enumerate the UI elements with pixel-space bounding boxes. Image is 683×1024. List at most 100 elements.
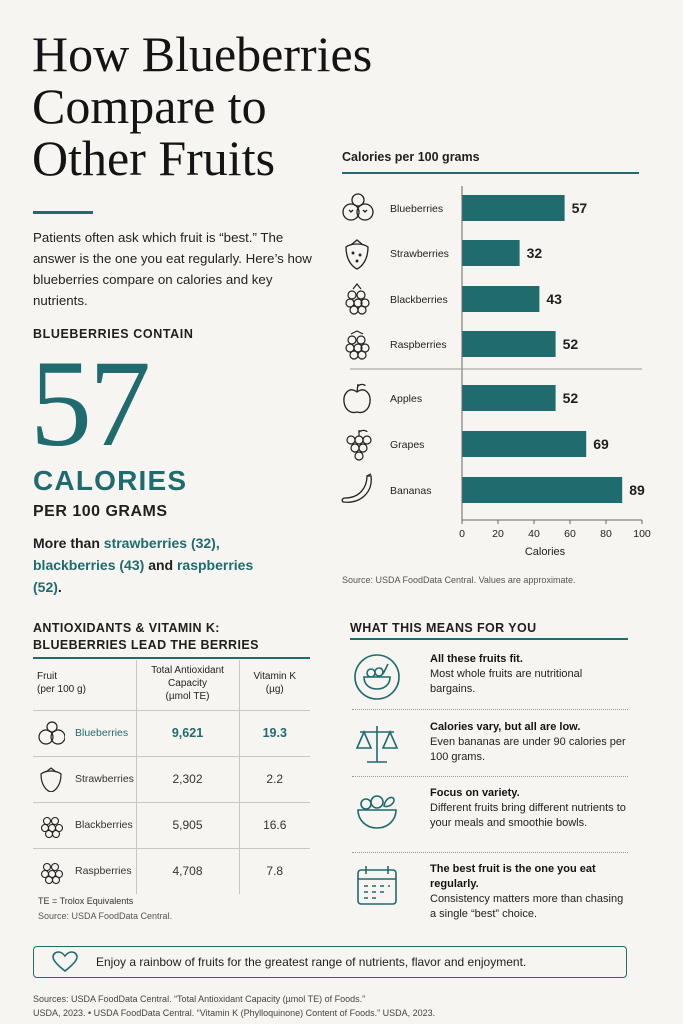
header-tac-line1: Total Antioxidant bbox=[151, 665, 224, 676]
strawberry-icon bbox=[345, 239, 369, 270]
blueberry-icon bbox=[342, 193, 374, 221]
chart-title-rule bbox=[342, 172, 639, 174]
comparison-strawberries: strawberries (32), bbox=[103, 535, 220, 551]
chart-source: Source: USDA FoodData Central. Values ar… bbox=[342, 575, 576, 585]
footer-line2: USDA, 2023. • USDA FoodData Central. “Vi… bbox=[33, 1008, 436, 1018]
header-fruit-line2: (per 100 g) bbox=[37, 684, 86, 695]
item-divider bbox=[352, 709, 628, 710]
hero-label: BLUEBERRIES CONTAIN bbox=[33, 327, 194, 341]
header-vk-line1: Vitamin K bbox=[253, 671, 297, 682]
fruit-cell: Raspberries bbox=[33, 848, 136, 894]
item-body: Different fruits bring different nutrien… bbox=[430, 802, 626, 829]
vitamin-k-value: 19.3 bbox=[239, 710, 310, 757]
calendar-icon bbox=[357, 866, 397, 905]
table-source: Source: USDA FoodData Central. bbox=[38, 911, 173, 921]
antioxidant-value: 5,905 bbox=[135, 802, 240, 849]
antioxidant-value: 4,708 bbox=[135, 848, 240, 894]
item-body: Consistency matters more than chasing a … bbox=[430, 893, 624, 920]
antioxidant-table: Fruit (per 100 g) Total Antioxidant Capa… bbox=[33, 660, 310, 894]
bottom-banner: Enjoy a rainbow of fruits for the greate… bbox=[33, 946, 627, 978]
category-labels: Blueberries Strawberries Blackberries Raspb… bbox=[390, 203, 449, 497]
intro-text: Patients often ask which fruit is “best.… bbox=[33, 230, 312, 308]
x-axis-label: Calories bbox=[525, 546, 566, 558]
hero-number: 57 bbox=[30, 335, 151, 472]
category-label: Bananas bbox=[390, 485, 431, 497]
category-label: Strawberries bbox=[390, 248, 449, 260]
what-means-item: Focus on variety. Different fruits bring … bbox=[352, 786, 628, 841]
bar-grapes bbox=[462, 431, 587, 457]
fruit-cell: Blackberries bbox=[33, 802, 136, 849]
fruit-name: Blackberries bbox=[75, 819, 133, 831]
apple-icon bbox=[343, 383, 371, 414]
comparison-prefix: More than bbox=[33, 535, 100, 551]
item-divider bbox=[352, 852, 628, 853]
footer-sources: Sources: USDA FoodData Central. “Total A… bbox=[33, 992, 663, 1020]
header-fruit-line1: Fruit bbox=[37, 671, 57, 682]
header-vitamin-k: Vitamin K (µg) bbox=[239, 660, 310, 711]
title-line: Compare to bbox=[32, 78, 267, 134]
header-tac-line2: Capacity bbox=[168, 678, 207, 689]
blackberry-icon bbox=[345, 283, 370, 315]
bar-bananas bbox=[462, 477, 623, 503]
category-label: Grapes bbox=[390, 439, 424, 451]
blackberry-icon bbox=[40, 816, 64, 838]
antioxidants-title-line2: BLUEBERRIES LEAD THE BERRIES bbox=[33, 638, 259, 652]
value-labels: 57 32 43 52 52 69 89 bbox=[527, 200, 645, 498]
item-heading: All these fruits fit. bbox=[430, 653, 523, 665]
what-means-item: Calories vary, but all are low. Even bana… bbox=[352, 720, 628, 775]
header-tac-line3: (µmol TE) bbox=[165, 691, 210, 702]
value-label: 52 bbox=[563, 390, 579, 406]
item-body: Even bananas are under 90 calories per 1… bbox=[430, 736, 626, 763]
fruit-name: Raspberries bbox=[75, 865, 132, 878]
hero-per: PER 100 GRAMS bbox=[33, 503, 168, 520]
x-tick-label: 40 bbox=[528, 528, 540, 540]
x-tick-label: 0 bbox=[459, 528, 465, 540]
title-line: How Blueberries bbox=[32, 26, 373, 82]
calories-bar-chart: Blueberries Strawberries Blackberries Raspb… bbox=[341, 186, 651, 558]
bars-group bbox=[462, 195, 623, 503]
table-header-row: Fruit (per 100 g) Total Antioxidant Capa… bbox=[33, 660, 310, 711]
x-tick-label: 60 bbox=[564, 528, 576, 540]
what-means-item: The best fruit is the one you eat regula… bbox=[352, 862, 628, 922]
fruit-bowl-icon bbox=[354, 654, 400, 700]
table-note: TE = Trolox Equivalents bbox=[38, 896, 134, 906]
comparison-blackberries: blackberries (43) bbox=[33, 557, 145, 573]
fruit-name: Strawberries bbox=[75, 773, 134, 785]
footer-line1: Sources: USDA FoodData Central. “Total A… bbox=[33, 994, 366, 1004]
hero-unit: CALORIES bbox=[33, 465, 188, 496]
header-antioxidant: Total Antioxidant Capacity (µmol TE) bbox=[135, 660, 240, 711]
bar-blueberries bbox=[462, 195, 565, 221]
comparison-and: and bbox=[148, 557, 174, 573]
chart-title: Calories per 100 grams bbox=[342, 150, 480, 164]
vitamin-k-value: 16.6 bbox=[239, 802, 310, 849]
antioxidant-value: 2,302 bbox=[135, 756, 240, 803]
fruit-cell: Blueberries bbox=[33, 710, 136, 757]
x-tick-label: 100 bbox=[633, 528, 651, 540]
banana-icon bbox=[341, 473, 372, 503]
fruit-cell: Strawberries bbox=[33, 756, 136, 803]
category-label: Blueberries bbox=[390, 203, 443, 215]
comparison-raspberries: raspberries (52) bbox=[33, 557, 254, 595]
comparison-end: . bbox=[57, 579, 62, 595]
vitamin-k-value: 7.8 bbox=[266, 864, 284, 879]
antioxidants-title: ANTIOXIDANTS & VITAMIN K: BLUEBERRIES LE… bbox=[33, 620, 313, 654]
item-heading: The best fruit is the one you eat regula… bbox=[430, 863, 596, 890]
what-means-item: All these fruits fit. Most whole fruits a… bbox=[352, 652, 628, 707]
value-label: 32 bbox=[527, 245, 543, 261]
what-means-rule bbox=[350, 638, 628, 640]
bar-apples bbox=[462, 385, 556, 411]
category-label: Raspberries bbox=[390, 339, 447, 351]
antioxidants-rule bbox=[33, 657, 310, 659]
item-heading: Focus on variety. bbox=[430, 787, 520, 799]
banner-text: Enjoy a rainbow of fruits for the greate… bbox=[96, 955, 527, 969]
value-label: 52 bbox=[563, 336, 579, 352]
value-label: 57 bbox=[572, 200, 588, 216]
x-tick-labels: 0 20 40 60 80 100 bbox=[459, 520, 651, 540]
x-tick-label: 80 bbox=[600, 528, 612, 540]
table-row: Blueberries 9,621 19.3 bbox=[33, 710, 310, 757]
value-label: 89 bbox=[629, 482, 645, 498]
antioxidant-value: 9,621 bbox=[135, 710, 240, 757]
raspberry-icon bbox=[345, 330, 370, 360]
x-tick-label: 20 bbox=[492, 528, 504, 540]
item-body: Most whole fruits are nutritional bargai… bbox=[430, 668, 583, 695]
